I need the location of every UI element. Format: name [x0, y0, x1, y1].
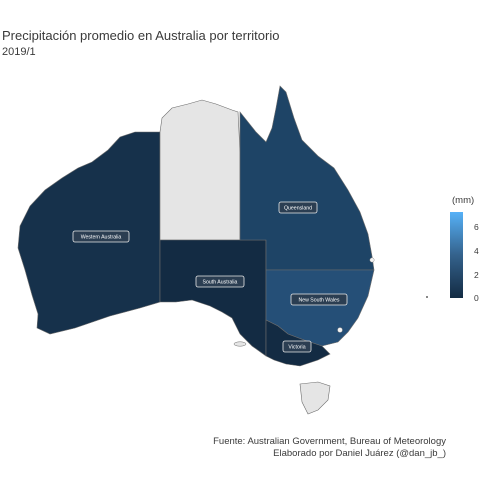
label-queensland: Queensland	[278, 201, 318, 214]
island-kangaroo	[233, 341, 247, 347]
region-tasmania	[299, 381, 331, 415]
label-western-australia-text: Western Australia	[81, 235, 122, 241]
region-south-australia	[159, 239, 267, 357]
label-victoria: Victoria	[282, 340, 312, 353]
legend-tick: 0	[474, 293, 479, 303]
label-new-south-wales-text: New South Wales	[298, 298, 339, 304]
label-western-australia: Western Australia	[72, 230, 130, 243]
legend-colorbar	[450, 212, 463, 298]
label-south-australia-text: South Australia	[203, 280, 238, 286]
label-queensland-text: Queensland	[284, 206, 312, 212]
legend-tick: 4	[474, 246, 479, 256]
legend-tick: 6	[474, 222, 479, 232]
label-new-south-wales: New South Wales	[290, 293, 348, 306]
island-act	[337, 327, 343, 333]
map-subtitle: 2019/1	[2, 46, 36, 58]
label-victoria-text: Victoria	[288, 345, 305, 351]
island-fraser	[369, 257, 375, 263]
map-title: Precipitación promedio en Australia por …	[2, 28, 280, 43]
caption-source: Fuente: Australian Government, Bureau of…	[213, 436, 446, 447]
label-south-australia: South Australia	[195, 275, 245, 288]
legend-title: (mm)	[452, 195, 475, 206]
island-lord-howe	[426, 296, 428, 298]
caption-author: Elaborado por Daniel Juárez (@dan_jb_)	[273, 448, 446, 459]
legend-tick: 2	[474, 270, 479, 280]
region-northern-territory	[159, 99, 241, 241]
